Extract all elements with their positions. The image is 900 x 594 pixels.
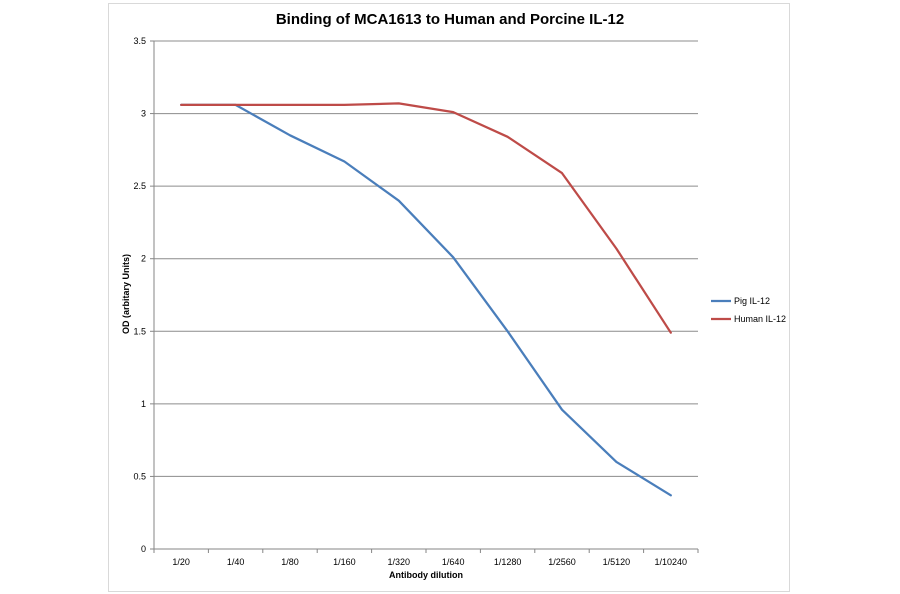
x-tick-label: 1/10240 xyxy=(655,557,688,567)
y-axis-ticks: 0 0.5 1 1.5 2 2.5 3 3.5 xyxy=(133,36,146,554)
legend: Pig IL-12 Human IL-12 xyxy=(711,296,786,324)
x-tick-label: 1/5120 xyxy=(603,557,631,567)
chart-frame xyxy=(108,3,790,592)
x-tick-label: 1/40 xyxy=(227,557,245,567)
series-line-human-il-12 xyxy=(180,102,672,334)
y-tick-label: 1.5 xyxy=(133,326,146,336)
x-tick-label: 1/2560 xyxy=(548,557,576,567)
x-axis-ticks: 1/20 1/40 1/80 1/160 1/320 1/640 1/1280 1/2560 1… xyxy=(153,549,699,567)
y-axis-label: OD (arbitary Units) xyxy=(121,254,131,334)
x-tick-label: 1/20 xyxy=(172,557,190,567)
x-axis-label: Antibody dilution xyxy=(389,570,463,580)
y-tick-label: 3.5 xyxy=(133,36,146,46)
y-tick-label: 2.5 xyxy=(133,181,146,191)
chart-title: Binding of MCA1613 to Human and Porcine … xyxy=(276,11,624,28)
series-lines xyxy=(180,102,672,497)
x-tick-label: 1/80 xyxy=(281,557,299,567)
series-line-pig-il-12 xyxy=(180,103,672,497)
x-tick-label: 1/640 xyxy=(442,557,465,567)
y-tick-label: 3 xyxy=(141,109,146,119)
x-tick-label: 1/320 xyxy=(388,557,411,567)
y-tick-label: 2 xyxy=(141,254,146,264)
x-tick-label: 1/1280 xyxy=(494,557,522,567)
y-tick-label: 0 xyxy=(141,544,146,554)
x-tick-label: 1/160 xyxy=(333,557,356,567)
y-tick-label: 0.5 xyxy=(133,471,146,481)
legend-label: Human IL-12 xyxy=(734,314,786,324)
gridlines xyxy=(150,40,698,550)
y-tick-label: 1 xyxy=(141,399,146,409)
legend-label: Pig IL-12 xyxy=(734,296,770,306)
